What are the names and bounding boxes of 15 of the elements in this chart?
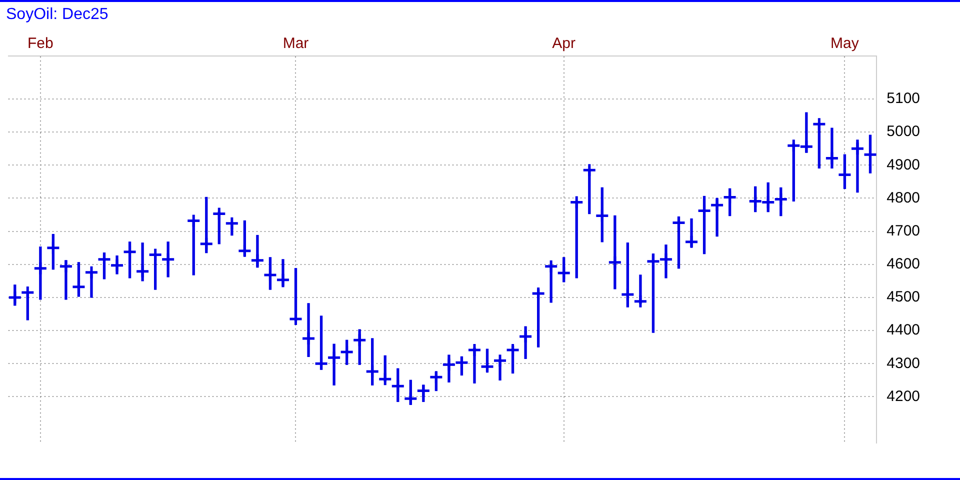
y-tick-label: 5000 (886, 123, 920, 140)
x-tick-label: Apr (552, 35, 576, 52)
y-tick-label: 5100 (886, 90, 920, 108)
x-tick-label: Feb (27, 35, 54, 52)
x-tick-label: Mar (282, 35, 309, 52)
y-tick-label: 4500 (886, 288, 920, 306)
y-tick-label: 4600 (886, 256, 920, 273)
y-tick-label: 4300 (886, 354, 920, 372)
y-tick-label: 4700 (886, 222, 920, 240)
y-tick-label: 4200 (886, 388, 920, 405)
y-tick-label: 4400 (886, 322, 920, 339)
x-tick-label: May (830, 35, 860, 52)
y-tick-label: 4800 (886, 189, 920, 206)
chart-title: SoyOil: Dec25 (6, 6, 108, 24)
y-tick-label: 4900 (886, 156, 920, 174)
